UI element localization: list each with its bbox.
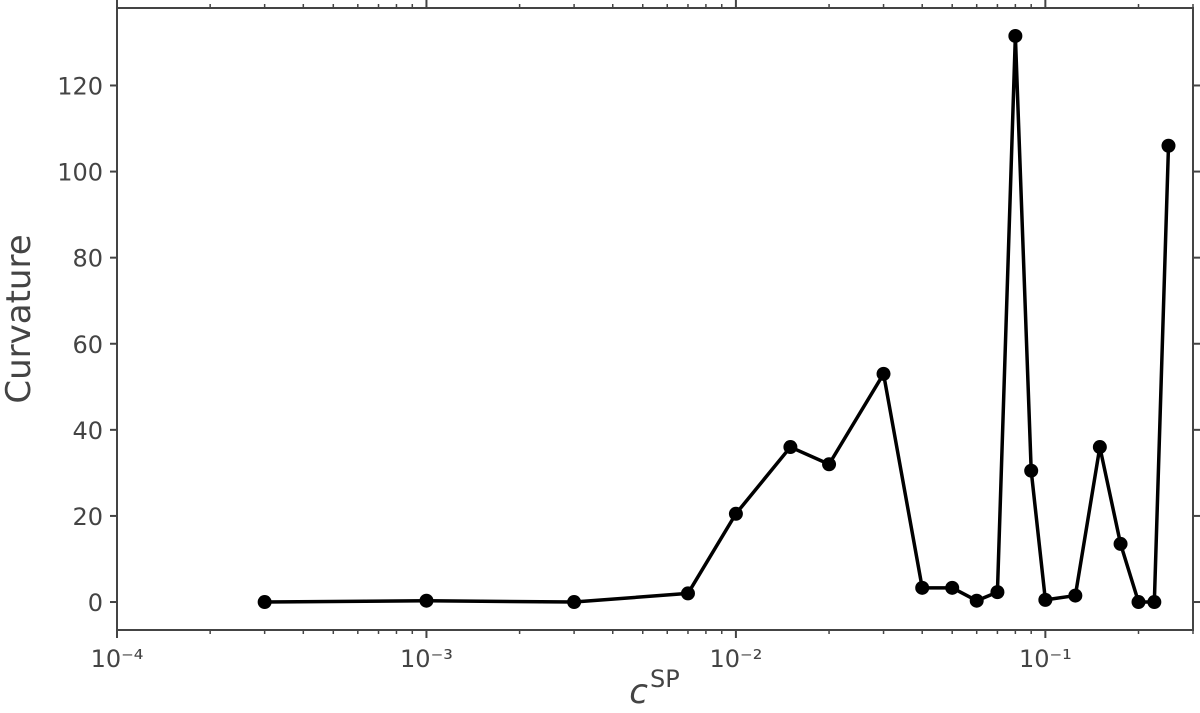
marker [915,580,930,595]
marker [1038,592,1053,607]
marker [1161,138,1176,153]
marker [783,440,798,455]
marker [1092,440,1107,455]
marker [1008,28,1023,43]
x-tick-label: 10⁻³ [400,645,453,673]
marker [990,585,1005,600]
marker [1113,536,1128,551]
marker [876,366,891,381]
x-tick-label: 10⁻² [709,645,762,673]
marker [1068,588,1083,603]
marker [822,457,837,472]
marker [257,595,272,610]
marker [728,506,743,521]
x-axis-label: c [629,672,648,712]
marker [1147,595,1162,610]
marker [945,580,960,595]
y-tick-label: 120 [57,72,103,100]
y-tick-label: 20 [72,503,103,531]
marker [567,595,582,610]
marker [1024,463,1039,478]
marker [969,593,984,608]
x-tick-label: 10⁻⁴ [91,645,144,673]
x-tick-label: 10⁻¹ [1019,645,1072,673]
y-axis-label: Curvature [0,234,39,403]
marker [680,586,695,601]
line [264,34,1171,604]
marker [1131,595,1146,610]
marker [419,593,434,608]
y-tick-label: 80 [72,245,103,273]
x-axis-label-sup: SP [650,665,680,693]
y-tick-label: 60 [72,331,103,359]
y-tick-label: 0 [88,589,103,617]
y-tick-label: 100 [57,159,103,187]
y-tick-label: 40 [72,417,103,445]
plot-frame [116,7,1194,631]
